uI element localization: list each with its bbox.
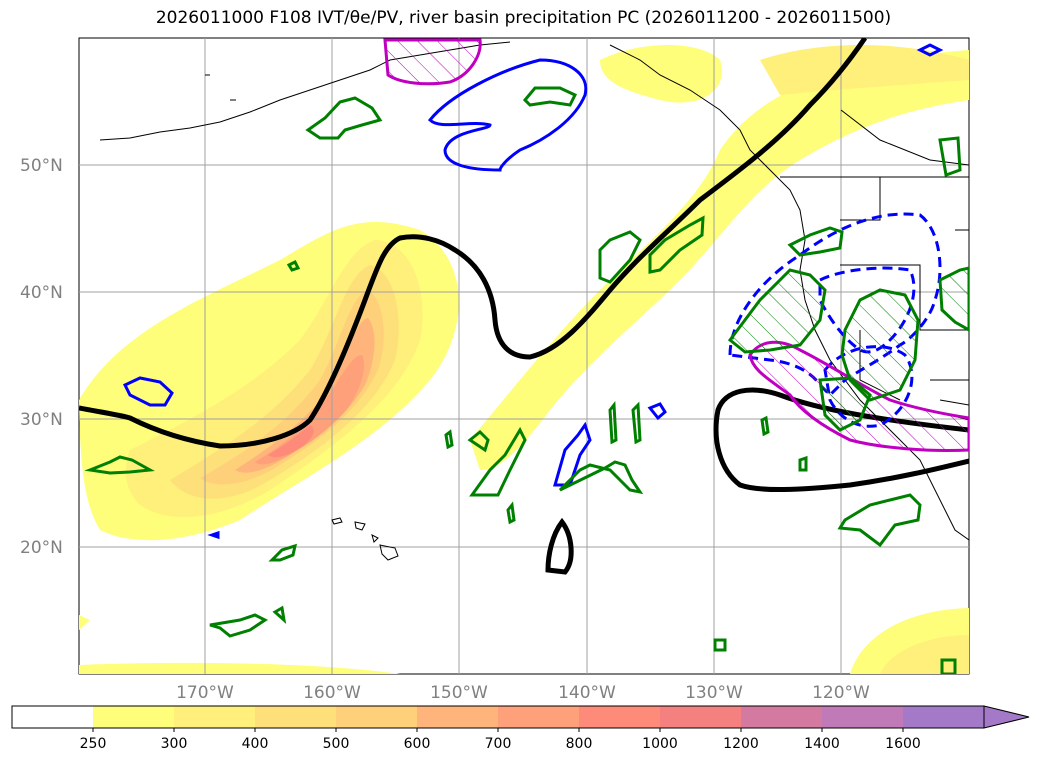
lon-label-150w: 150°W — [430, 683, 488, 703]
colorbar-tick-label: 250 — [80, 736, 107, 752]
colorbar-swatch — [336, 706, 417, 728]
lat-label-30n: 30°N — [20, 410, 63, 430]
colorbar-tick-label: 1600 — [885, 736, 921, 752]
colorbar-swatch — [174, 706, 255, 728]
colorbar-swatch — [741, 706, 822, 728]
colorbar-swatch — [822, 706, 903, 728]
colorbar-tick-label: 600 — [404, 736, 431, 752]
colorbar-tick-label: 500 — [323, 736, 350, 752]
precip-pc-contours — [84, 86, 962, 674]
colorbar-swatch — [417, 706, 498, 728]
lon-label-120w: 120°W — [812, 683, 870, 703]
colorbar-swatch — [660, 706, 741, 728]
colorbar-tick-label: 400 — [242, 736, 269, 752]
colorbar-swatch — [12, 706, 93, 728]
colorbar: 250 300 400 500 600 700 800 1000 1200 1400 1600 — [11, 705, 1030, 752]
colorbar-swatch — [255, 706, 336, 728]
colorbar-extend-arrow — [983, 705, 1030, 729]
lon-label-130w: 130°W — [685, 683, 743, 703]
colorbar-tick-label: 1400 — [804, 736, 840, 752]
colorbar-tick-label: 1200 — [723, 736, 759, 752]
precip-pc-hatched — [727, 266, 969, 432]
lat-label-40n: 40°N — [20, 283, 63, 303]
lat-label-20n: 20°N — [20, 538, 63, 558]
lon-label-170w: 170°W — [176, 683, 234, 703]
colorbar-tick-label: 300 — [161, 736, 188, 752]
colorbar-tick-label: 700 — [485, 736, 512, 752]
colorbar-swatch — [93, 706, 174, 728]
colorbar-swatch — [579, 706, 660, 728]
lon-label-160w: 160°W — [303, 683, 361, 703]
colorbar-tick-label: 800 — [566, 736, 593, 752]
map-content — [79, 38, 969, 674]
colorbar-swatch — [903, 706, 984, 728]
lat-label-50n: 50°N — [20, 156, 63, 176]
lon-label-140w: 140°W — [558, 683, 616, 703]
colorbar-tick-label: 1000 — [642, 736, 678, 752]
colorbar-swatch — [498, 706, 579, 728]
figure-title: 2026011000 F108 IVT/θe/PV, river basin p… — [155, 8, 892, 28]
